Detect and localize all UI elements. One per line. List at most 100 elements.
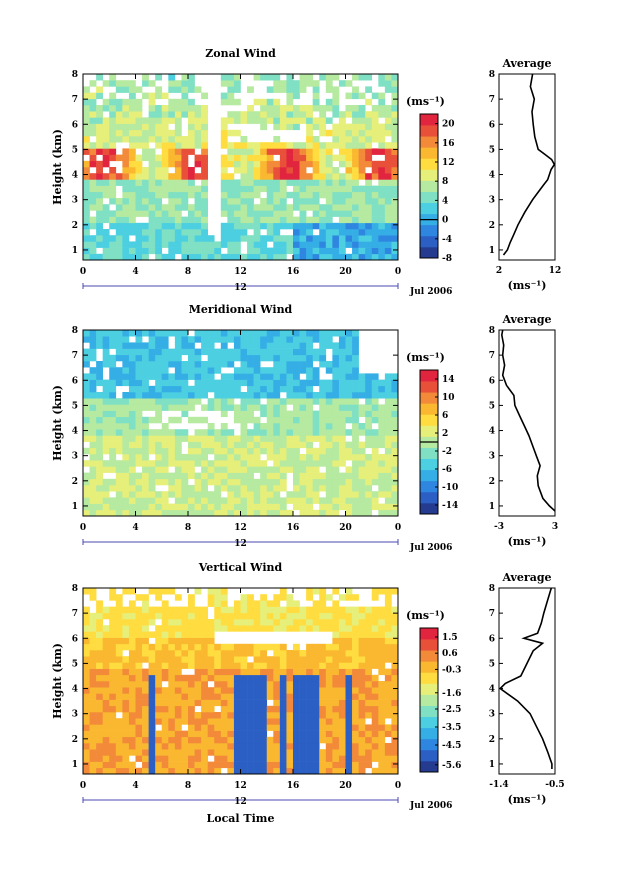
heatmap-cell <box>233 491 241 498</box>
heatmap-cell <box>233 509 241 517</box>
heatmap-cell <box>260 699 268 707</box>
heatmap-cell <box>227 98 235 106</box>
heatmap-cell <box>371 385 379 393</box>
heatmap-cell <box>293 336 300 343</box>
heatmap-cell <box>83 373 90 380</box>
heatmap-cell <box>89 404 97 411</box>
heatmap-cell <box>365 142 373 149</box>
heatmap-cell <box>233 699 241 707</box>
heatmap-cell <box>135 730 143 738</box>
heatmap-cell <box>122 497 130 504</box>
x-tick-label: 8 <box>185 267 191 277</box>
heatmap-cell <box>135 173 143 180</box>
heatmap-cell <box>122 606 130 614</box>
heatmap-cell <box>378 485 386 492</box>
heatmap-cell <box>338 229 346 236</box>
heatmap-cell <box>115 478 123 486</box>
heatmap-cell <box>142 736 149 744</box>
heatmap-cell <box>181 466 189 473</box>
heatmap-cell <box>319 749 327 756</box>
heatmap-cell <box>352 693 359 700</box>
heatmap-cell <box>181 730 189 738</box>
heatmap-cell <box>207 429 215 436</box>
heatmap-cell <box>384 460 392 467</box>
heatmap-cell <box>233 385 241 393</box>
heatmap-cell <box>96 466 103 473</box>
heatmap-cell <box>148 736 156 744</box>
heatmap-cell <box>83 136 90 143</box>
heatmap-cell <box>253 117 261 124</box>
heatmap-cell <box>148 385 156 393</box>
heatmap-cell <box>233 354 241 362</box>
heatmap-cell <box>122 699 130 707</box>
heatmap-cell <box>128 606 136 614</box>
heatmap-cell <box>102 497 110 504</box>
heatmap-cell <box>273 235 281 242</box>
heatmap-cell <box>109 460 117 467</box>
heatmap-cell <box>227 229 235 236</box>
average-x-label: (ms⁻¹) <box>508 279 547 292</box>
heatmap-cell <box>299 699 307 707</box>
heatmap-cell <box>128 247 136 255</box>
heatmap-cell <box>201 503 208 511</box>
heatmap-cell <box>240 167 248 174</box>
heatmap-cell <box>142 117 149 124</box>
heatmap-cell <box>358 761 366 769</box>
heatmap-cells <box>83 74 399 261</box>
heatmap-cell <box>155 167 163 174</box>
heatmap-cell <box>227 485 235 492</box>
heatmap-cell <box>201 718 208 725</box>
heatmap-cell <box>279 743 287 750</box>
heatmap-cell <box>371 503 379 511</box>
heatmap-cell <box>168 625 176 632</box>
heatmap-cell <box>174 681 182 688</box>
heatmap-cell <box>102 730 110 738</box>
heatmap-cell <box>109 98 117 106</box>
heatmap-cell <box>220 749 228 756</box>
heatmap-cell <box>391 767 399 775</box>
heatmap-cell <box>332 612 340 620</box>
heatmap-cell <box>148 441 156 449</box>
heatmap-cell <box>148 92 156 100</box>
heatmap-cell <box>299 674 307 682</box>
heatmap-cell <box>89 761 97 769</box>
heatmap-cell <box>227 606 235 614</box>
heatmap-cell <box>115 503 123 511</box>
heatmap-cell <box>240 485 248 492</box>
heatmap-cell <box>371 379 379 387</box>
heatmap-cell <box>89 724 97 731</box>
heatmap-cell <box>135 668 143 676</box>
heatmap-cell <box>253 348 261 356</box>
heatmap-cell <box>332 600 340 607</box>
heatmap-cell <box>201 643 208 651</box>
heatmap-cell <box>319 336 327 343</box>
heatmap-cell <box>378 606 386 614</box>
heatmap-cell <box>174 485 182 492</box>
heatmap-cell <box>384 410 392 418</box>
heatmap-cell <box>358 693 366 700</box>
heatmap-cell <box>220 743 228 750</box>
average-x-tick-label: 2 <box>496 266 502 276</box>
heatmap-cell <box>260 466 268 473</box>
heatmap-cell <box>233 447 241 455</box>
heatmap-cell <box>122 687 130 694</box>
colorbar-label: 20 <box>442 120 455 130</box>
heatmap-cell <box>260 111 268 118</box>
heatmap-cell <box>220 167 228 174</box>
heatmap-cell <box>299 454 307 461</box>
heatmap-cell <box>227 441 235 449</box>
heatmap-cell <box>89 435 97 442</box>
y-tick-label: 3 <box>72 710 78 720</box>
heatmap-cell <box>122 160 130 168</box>
heatmap-cell <box>384 247 392 255</box>
heatmap-cell <box>109 724 117 731</box>
heatmap-cell <box>391 643 399 651</box>
heatmap-cell <box>89 342 97 349</box>
heatmap-cell <box>161 699 169 707</box>
heatmap-cell <box>174 503 182 511</box>
heatmap-cell <box>135 755 143 762</box>
heatmap-cell <box>102 755 110 762</box>
heatmap-cell <box>299 606 307 614</box>
heatmap-cell <box>233 235 241 242</box>
heatmap-cell <box>338 637 346 645</box>
